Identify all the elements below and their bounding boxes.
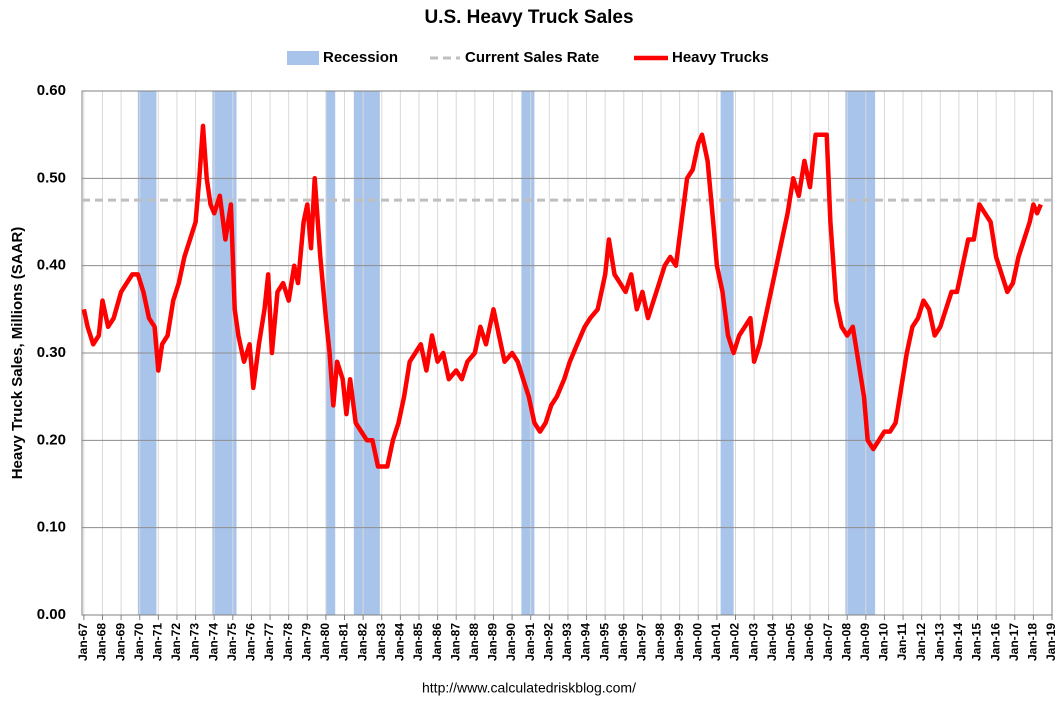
x-tick-label: Jan-81 [337, 623, 351, 661]
x-tick-label: Jan-95 [597, 623, 611, 661]
x-tick-label: Jan-05 [784, 623, 798, 661]
x-tick-label: Jan-92 [541, 623, 555, 661]
x-tick-label: Jan-00 [690, 623, 704, 661]
legend-label: Heavy Trucks [672, 49, 769, 66]
x-tick-label: Jan-82 [355, 623, 369, 661]
y-tick-label: 0.30 [37, 344, 66, 361]
x-tick-label: Jan-68 [95, 623, 109, 661]
x-tick-label: Jan-07 [821, 623, 835, 661]
y-tick-label: 0.10 [37, 519, 66, 536]
x-tick-label: Jan-04 [765, 623, 779, 661]
x-tick-label: Jan-71 [151, 623, 165, 661]
x-tick-label: Jan-11 [895, 623, 909, 661]
x-tick-label: Jan-06 [802, 623, 816, 661]
x-tick-label: Jan-09 [858, 623, 872, 661]
x-tick-label: Jan-84 [393, 623, 407, 661]
chart-title: U.S. Heavy Truck Sales [424, 7, 633, 28]
x-tick-label: Jan-10 [877, 623, 891, 661]
x-tick-label: Jan-90 [504, 623, 518, 661]
x-tick-label: Jan-79 [299, 623, 313, 661]
x-tick-label: Jan-08 [839, 623, 853, 661]
x-tick-label: Jan-69 [113, 623, 127, 661]
x-tick-label: Jan-19 [1044, 623, 1058, 661]
x-tick-label: Jan-12 [914, 623, 928, 661]
x-tick-label: Jan-93 [560, 623, 574, 661]
x-tick-label: Jan-97 [635, 623, 649, 661]
x-tick-label: Jan-98 [653, 623, 667, 661]
x-tick-label: Jan-18 [1026, 623, 1040, 661]
legend-swatch [287, 51, 319, 65]
x-tick-label: Jan-01 [709, 623, 723, 661]
x-tick-label: Jan-83 [374, 623, 388, 661]
x-tick-label: Jan-73 [188, 623, 202, 661]
x-tick-label: Jan-91 [523, 623, 537, 661]
y-tick-label: 0.50 [37, 169, 66, 186]
source: http://www.calculatedriskblog.com/ [422, 680, 636, 696]
x-tick-label: Jan-77 [262, 623, 276, 661]
x-tick-label: Jan-15 [970, 623, 984, 661]
x-tick-label: Jan-74 [206, 623, 220, 661]
x-tick-label: Jan-78 [281, 623, 295, 661]
y-tick-label: 0.60 [37, 82, 66, 99]
x-tick-label: Jan-75 [225, 623, 239, 661]
x-tick-label: Jan-85 [411, 623, 425, 661]
x-tick-label: Jan-76 [244, 623, 258, 661]
x-tick-label: Jan-89 [486, 623, 500, 661]
x-tick-label: Jan-86 [430, 623, 444, 661]
x-tick-label: Jan-99 [672, 623, 686, 661]
plot-border [81, 90, 1053, 616]
x-tick-label: Jan-70 [132, 623, 146, 661]
x-tick-label: Jan-80 [318, 623, 332, 661]
legend-label: Current Sales Rate [465, 49, 599, 66]
x-tick-label: Jan-16 [988, 623, 1002, 661]
legend-label: Recession [323, 49, 398, 66]
x-tick-label: Jan-14 [951, 623, 965, 661]
data-line [81, 123, 1043, 469]
x-tick-label: Jan-03 [746, 623, 760, 661]
x-tick-label: Jan-17 [1007, 623, 1021, 661]
x-tick-label: Jan-88 [467, 623, 481, 661]
x-tick-label: Jan-67 [76, 623, 90, 661]
x-tick-label: Jan-13 [932, 623, 946, 661]
y-tick-label: 0.20 [37, 431, 66, 448]
x-tick-label: Jan-02 [728, 623, 742, 661]
y-axis-label: Heavy Truck Sales, Millions (SAAR) [9, 227, 26, 480]
y-tick-label: 0.00 [37, 606, 66, 623]
x-tick-label: Jan-72 [169, 623, 183, 661]
x-tick-label: Jan-87 [448, 623, 462, 661]
y-tick-label: 0.40 [37, 257, 66, 274]
x-tick-label: Jan-94 [579, 623, 593, 661]
x-tick-label: Jan-96 [616, 623, 630, 661]
